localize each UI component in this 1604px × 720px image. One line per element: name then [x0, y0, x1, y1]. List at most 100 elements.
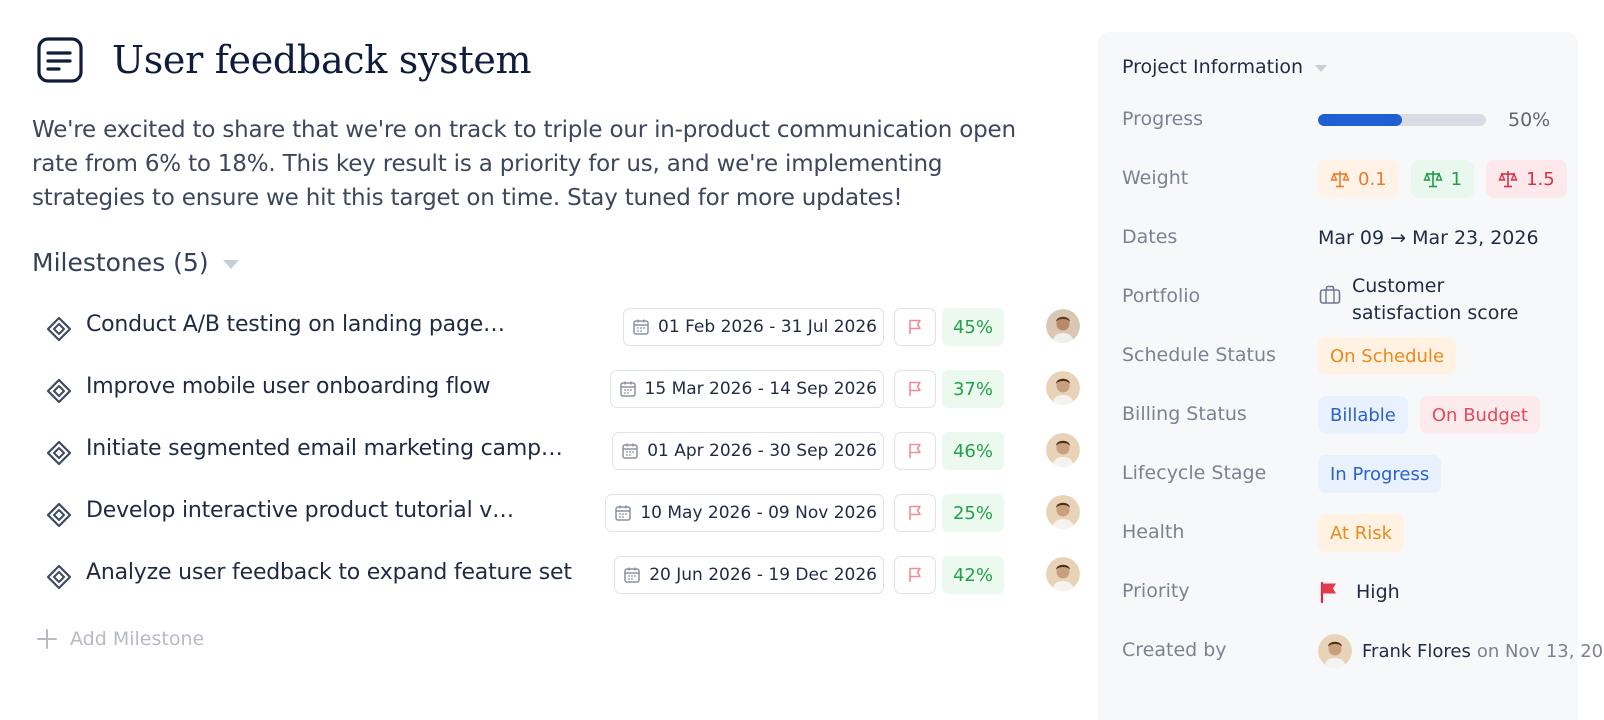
scale-icon [1498, 171, 1518, 188]
milestone-flag-button[interactable] [894, 556, 936, 594]
property-portfolio: Portfolio Customer satisfaction score [1122, 275, 1562, 333]
progress-percent: 50% [1508, 109, 1551, 131]
flag-filled-icon [1320, 581, 1336, 603]
property-weight: Weight 0.1 1 1.5 [1122, 159, 1567, 199]
avatar[interactable] [1046, 309, 1080, 343]
schedule-status-badge[interactable]: On Schedule [1318, 337, 1457, 375]
milestone-row[interactable]: Develop interactive product tutorial v… … [32, 492, 1082, 554]
avatar[interactable] [1046, 495, 1080, 529]
property-label: Portfolio [1122, 285, 1201, 307]
avatar[interactable] [1046, 433, 1080, 467]
weight-chip[interactable]: 1.5 [1486, 160, 1567, 198]
page-title: User feedback system [112, 38, 532, 82]
plus-icon [37, 629, 57, 649]
milestone-dates-text: 10 May 2026 - 09 Nov 2026 [640, 503, 877, 523]
milestone-date-range[interactable]: 15 Mar 2026 - 14 Sep 2026 [609, 370, 884, 408]
milestone-flag-button[interactable] [894, 494, 936, 532]
dates-value[interactable]: Mar 09 → Mar 23, 2026 [1318, 227, 1539, 249]
briefcase-icon [1319, 285, 1341, 304]
portfolio-value[interactable]: Customer satisfaction score [1318, 273, 1542, 324]
health-badge[interactable]: At Risk [1318, 514, 1405, 552]
page-description[interactable]: We're excited to share that we're on tra… [32, 117, 1016, 211]
project-information-header[interactable]: Project Information [1122, 56, 1328, 78]
milestone-row[interactable]: Improve mobile user onboarding flow 15 M… [32, 368, 1082, 430]
milestone-date-range[interactable]: 10 May 2026 - 09 Nov 2026 [605, 494, 884, 532]
milestone-name[interactable]: Analyze user feedback to expand feature … [86, 560, 572, 585]
weight-chip[interactable]: 1 [1410, 160, 1475, 198]
milestone-row[interactable]: Initiate segmented email marketing camp…… [32, 430, 1082, 492]
milestone-name[interactable]: Improve mobile user onboarding flow [86, 374, 491, 399]
property-label: Dates [1122, 226, 1178, 248]
chevron-down-icon[interactable] [1315, 65, 1328, 72]
property-billing-status: Billing Status Billable On Budget [1122, 395, 1562, 435]
property-label: Progress [1122, 108, 1204, 130]
milestone-progress-badge: 46% [942, 432, 1004, 470]
health-value: At Risk [1318, 513, 1416, 553]
weight-value: 1.5 [1526, 168, 1555, 190]
weight-value: 1 [1450, 168, 1463, 190]
property-lifecycle-stage: Lifecycle Stage In Progress [1122, 454, 1562, 494]
add-milestone-button[interactable]: Add Milestone [36, 628, 204, 650]
property-priority: Priority High [1122, 572, 1562, 612]
milestone-dates-text: 01 Apr 2026 - 30 Sep 2026 [647, 441, 877, 461]
avatar[interactable] [1046, 557, 1080, 591]
progress-bar [1318, 114, 1486, 126]
milestone-progress-badge: 37% [942, 370, 1004, 408]
milestones-header[interactable]: Milestones (5) [32, 248, 239, 277]
milestone-row[interactable]: Conduct A/B testing on landing page… 01 … [32, 306, 1082, 368]
property-label: Weight [1122, 167, 1189, 189]
milestone-name[interactable]: Conduct A/B testing on landing page… [86, 312, 505, 337]
calendar-icon [619, 381, 636, 397]
created-by-value[interactable]: Frank Flores on Nov 13, 20 [1318, 631, 1603, 671]
project-information-title: Project Information [1122, 56, 1304, 78]
flag-outline-icon [909, 319, 921, 334]
flag-outline-icon [909, 443, 921, 458]
milestones-title: Milestones (5) [32, 248, 209, 277]
milestone-diamond-icon [46, 440, 72, 466]
priority-value[interactable]: High [1318, 572, 1400, 612]
milestone-name[interactable]: Develop interactive product tutorial v… [86, 498, 514, 523]
add-milestone-label: Add Milestone [70, 628, 205, 650]
calendar-icon [615, 505, 632, 521]
progress-value[interactable]: 50% [1318, 100, 1550, 140]
chevron-down-icon[interactable] [222, 259, 239, 269]
milestone-flag-button[interactable] [894, 370, 936, 408]
milestone-diamond-icon [46, 502, 72, 528]
weight-value: 0.1 [1358, 168, 1387, 190]
scale-icon [1423, 171, 1443, 188]
calendar-icon [622, 443, 638, 459]
milestone-flag-button[interactable] [894, 308, 936, 346]
property-schedule-status: Schedule Status On Schedule [1122, 336, 1562, 376]
property-label: Created by [1122, 639, 1227, 661]
billing-status-value: Billable On Budget [1318, 395, 1552, 435]
avatar[interactable] [1318, 634, 1352, 668]
milestone-date-range[interactable]: 20 Jun 2026 - 19 Dec 2026 [614, 556, 884, 594]
property-label: Billing Status [1122, 403, 1247, 425]
property-label: Lifecycle Stage [1122, 462, 1267, 484]
avatar[interactable] [1046, 371, 1080, 405]
creator-name[interactable]: Frank Flores [1362, 640, 1471, 662]
milestone-progress-badge: 25% [942, 494, 1004, 532]
milestone-name[interactable]: Initiate segmented email marketing camp… [86, 436, 563, 461]
budget-status-badge[interactable]: On Budget [1419, 396, 1540, 434]
milestone-diamond-icon [46, 378, 72, 404]
milestone-date-range[interactable]: 01 Apr 2026 - 30 Sep 2026 [612, 432, 884, 470]
created-date: on Nov 13, 20 [1476, 640, 1604, 662]
property-progress: Progress 50% [1122, 100, 1562, 140]
milestone-row[interactable]: Analyze user feedback to expand feature … [32, 554, 1082, 616]
weight-chip[interactable]: 0.1 [1318, 160, 1399, 198]
milestone-progress-badge: 42% [942, 556, 1004, 594]
milestone-progress-badge: 45% [942, 308, 1004, 346]
milestone-date-range[interactable]: 01 Feb 2026 - 31 Jul 2026 [623, 308, 884, 346]
property-label: Health [1122, 521, 1185, 543]
property-label: Schedule Status [1122, 344, 1276, 366]
document-icon [37, 37, 83, 83]
milestone-list: Conduct A/B testing on landing page… 01 … [32, 306, 1082, 616]
flag-outline-icon [909, 381, 921, 396]
project-information-panel: Project Information Progress 50% Weight … [1098, 32, 1603, 720]
lifecycle-stage-badge[interactable]: In Progress [1318, 455, 1442, 493]
billing-status-badge[interactable]: Billable [1318, 396, 1408, 434]
milestone-flag-button[interactable] [894, 432, 936, 470]
calendar-icon [633, 319, 649, 335]
milestone-dates-text: 01 Feb 2026 - 31 Jul 2026 [658, 317, 877, 337]
